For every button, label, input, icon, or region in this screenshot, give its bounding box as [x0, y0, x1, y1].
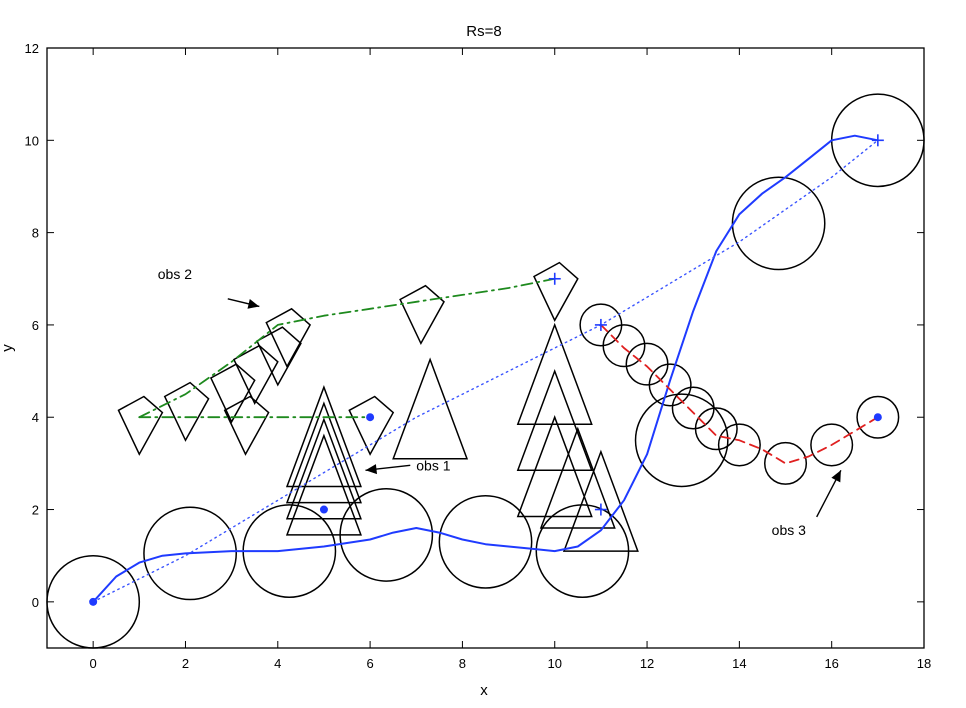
x-tick-label: 4	[274, 656, 281, 671]
x-tick-label: 14	[732, 656, 746, 671]
annotation-arrowhead	[365, 464, 377, 475]
axis-ticks: 0 2 4 6 8 10 12 14 16 18 0 2 4 6 8 10 12	[25, 41, 932, 671]
obs3-circle	[648, 363, 692, 407]
x-tick-label: 8	[459, 656, 466, 671]
obs1-triangle	[285, 385, 362, 488]
x-tick-label: 0	[90, 656, 97, 671]
annotation-label: obs 3	[772, 522, 806, 538]
obstacle-shapes	[46, 93, 925, 649]
x-tick-label: 12	[640, 656, 654, 671]
robot-circle	[731, 176, 826, 271]
x-axis-label: x	[480, 682, 488, 699]
robot-circle	[634, 393, 729, 488]
obs3-circle	[671, 386, 715, 430]
obs2-kite	[399, 284, 445, 346]
obs3-circle	[694, 407, 738, 451]
star-marker	[366, 413, 375, 422]
obs1-triangle	[285, 433, 362, 536]
y-axis-label: y	[0, 344, 16, 352]
x-tick-label: 16	[824, 656, 838, 671]
obs1-triangle	[516, 415, 593, 518]
obs2-kite	[256, 326, 302, 387]
obs1-triangle	[516, 322, 593, 425]
y-tick-label: 6	[32, 318, 39, 333]
annotations: obs 1 obs 2 obs 3	[158, 266, 842, 538]
obs3-circle	[810, 423, 854, 467]
y-tick-label: 10	[25, 133, 39, 148]
obs2-kite	[163, 381, 210, 442]
x-tick-label: 18	[917, 656, 931, 671]
series-line-dotted	[92, 139, 879, 603]
annotation-arrowhead	[247, 299, 260, 309]
obs3-circle	[856, 395, 900, 439]
y-tick-label: 0	[32, 595, 39, 610]
position-markers	[89, 134, 884, 606]
obs2-kite	[232, 344, 279, 406]
obs1-triangle	[285, 417, 362, 520]
robot-circle	[46, 554, 141, 649]
star-marker	[319, 505, 328, 514]
obs1-triangle	[562, 449, 639, 552]
x-tick-label: 2	[182, 656, 189, 671]
obs3-circle	[764, 441, 808, 485]
series-line-dashdot	[138, 277, 556, 419]
y-tick-label: 2	[32, 503, 39, 518]
obs1-triangle	[539, 426, 616, 529]
robot-circle	[438, 494, 533, 589]
plot-area-frame	[46, 47, 925, 649]
obs2-kite	[209, 363, 256, 424]
robot-circle	[143, 506, 237, 601]
obs2-kite	[348, 395, 395, 456]
series-line-solid	[92, 134, 879, 603]
x-tick-label: 10	[548, 656, 562, 671]
obs1-triangle	[285, 401, 362, 504]
star-marker	[89, 597, 98, 606]
obs1-triangle	[392, 357, 469, 460]
obs3-circle	[602, 324, 646, 368]
series-line-dashed	[600, 323, 879, 465]
obs2-kite	[533, 261, 579, 322]
obs2-kite	[265, 307, 312, 369]
obs2-kite	[117, 395, 164, 456]
annotation-label: obs 2	[158, 266, 192, 282]
annotation-label: obs 1	[416, 457, 450, 473]
star-marker	[873, 413, 882, 422]
series-lines	[92, 134, 879, 603]
y-tick-label: 8	[32, 226, 39, 241]
annotation-arrowhead	[831, 470, 841, 483]
y-tick-label: 12	[25, 41, 39, 56]
obs2-kite	[223, 395, 270, 456]
obs1-triangle	[516, 368, 593, 472]
x-tick-label: 6	[366, 656, 373, 671]
chart-title: Rs=8	[466, 23, 501, 40]
y-tick-label: 4	[32, 410, 39, 425]
obs3-circle	[717, 423, 761, 467]
